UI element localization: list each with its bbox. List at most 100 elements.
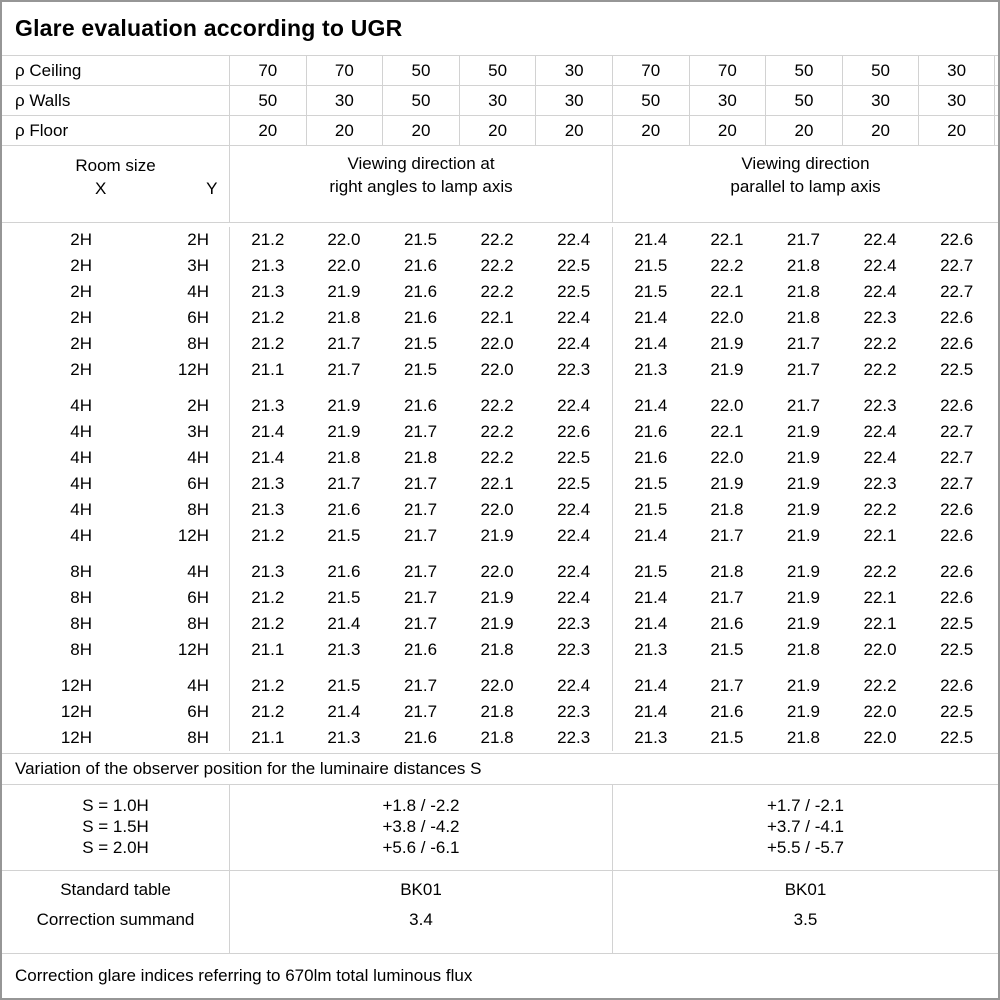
ugr-value-cell: 21.3 — [611, 357, 689, 383]
ugr-value-cell: 22.6 — [940, 230, 974, 249]
ugr-value-cell: 22.3 — [863, 396, 897, 415]
ugr-value-cell: 22.2 — [863, 360, 897, 379]
reflectance-value-cell: 20 — [535, 116, 612, 145]
correction-summand-value-group2: 3.5 — [793, 910, 818, 929]
ugr-value-cell: 22.6 — [557, 422, 591, 441]
ugr-value-cell: 21.6 — [403, 282, 438, 301]
spacer-cell — [611, 383, 689, 393]
reflectance-value-cell: 70 — [305, 56, 383, 85]
ugr-value-cell: 21.7 — [710, 588, 744, 607]
ugr-value-cell: 22.5 — [940, 702, 974, 721]
ugr-value-cell: 22.0 — [480, 500, 514, 519]
reflectance-value-cell: 50 — [382, 56, 459, 85]
ugr-value-cell: 22.2 — [863, 334, 897, 353]
ugr-value-cell: 21.4 — [327, 614, 361, 633]
table-row: 4H 12H 21.2 21.5 21.7 21.9 22.4 21.4 21.7 21.9 22.… — [2, 523, 998, 549]
spacer-cell — [765, 663, 842, 673]
reflectance-value-cell: 30 — [535, 56, 612, 85]
ugr-value-cell: 22.3 — [863, 308, 897, 327]
table-row: 12H 8H 21.1 21.3 21.6 21.8 22.3 21.3 21.5 21.8 22.… — [2, 725, 998, 751]
spacer-cell — [382, 663, 459, 673]
ugr-value-cell: 21.9 — [786, 500, 820, 519]
ugr-value-cell: 21.8 — [710, 562, 744, 581]
reflectance-value-cell: 50 — [765, 56, 842, 85]
ugr-value-cell: 22.5 — [940, 640, 974, 659]
ugr-value-cell: 22.2 — [480, 422, 514, 441]
reflectance-value-cell: 50 — [765, 86, 842, 115]
ugr-value-cell: 22.5 — [557, 474, 591, 493]
ugr-value-cell: 21.5 — [611, 497, 689, 523]
spacer-cell — [842, 663, 919, 673]
table-row: 8H 4H 21.3 21.6 21.7 22.0 22.4 21.5 21.8 21.9 22.2… — [2, 559, 998, 585]
correction-summand-label: Correction summand — [36, 910, 195, 929]
ugr-value-cell: 22.0 — [863, 640, 897, 659]
ugr-value-cell: 22.1 — [710, 282, 744, 301]
spacer-cell — [535, 549, 612, 559]
ugr-value-cell: 21.7 — [710, 526, 744, 545]
ugr-value-cell: 21.6 — [403, 308, 438, 327]
ugr-value-cell: 21.8 — [480, 702, 514, 721]
group1-header-line2: right angles to lamp axis — [329, 177, 513, 196]
spacer-cell — [535, 663, 612, 673]
ugr-value-cell: 22.1 — [710, 230, 744, 249]
room-x-cell: 4H — [70, 422, 92, 441]
ugr-value-cell: 21.6 — [403, 256, 438, 275]
reflectance-value-cell: 50 — [229, 86, 306, 115]
table-row: 4H 2H 21.3 21.9 21.6 22.2 22.4 21.4 22.0 21.7 22.3… — [2, 393, 998, 419]
spacer-cell — [2, 663, 92, 673]
s-variation-group1: +1.8 / -2.2 +3.8 / -4.2 +5.6 / -6.1 — [229, 785, 612, 870]
ugr-value-cell: 21.2 — [229, 523, 306, 549]
ugr-value-cell: 21.8 — [786, 308, 820, 327]
spacer-cell — [92, 549, 229, 559]
room-y-cell: 8H — [187, 728, 209, 747]
ugr-value-cell: 21.7 — [327, 360, 361, 379]
ugr-value-cell: 22.4 — [557, 230, 591, 249]
ugr-value-cell: 22.1 — [480, 308, 514, 327]
group-spacer-row — [2, 663, 998, 673]
ugr-value-cell: 22.5 — [940, 728, 974, 747]
reflectance-value-cell: 30 — [918, 86, 995, 115]
ugr-value-cell: 22.4 — [557, 500, 591, 519]
room-y-cell: 4H — [187, 562, 209, 581]
ugr-value-cell: 21.7 — [403, 588, 438, 607]
table-row: 2H 8H 21.2 21.7 21.5 22.0 22.4 21.4 21.9 21.7 22.2… — [2, 331, 998, 357]
observer-variation-section: S = 1.0H S = 1.5H S = 2.0H +1.8 / -2.2 +3.8… — [2, 785, 998, 871]
ugr-value-cell: 21.7 — [403, 702, 438, 721]
ugr-value-cell: 21.3 — [611, 637, 689, 663]
ugr-value-cell: 22.1 — [863, 526, 897, 545]
ugr-value-cell: 22.4 — [863, 448, 897, 467]
ugr-value-cell: 21.8 — [786, 640, 820, 659]
ugr-value-cell: 21.9 — [786, 526, 820, 545]
ugr-value-cell: 22.4 — [557, 334, 591, 353]
spacer-cell — [611, 549, 689, 559]
room-y-cell: 8H — [187, 614, 209, 633]
ugr-value-cell: 21.2 — [229, 699, 306, 725]
ugr-value-cell: 21.7 — [403, 422, 438, 441]
ugr-value-cell: 21.8 — [786, 728, 820, 747]
s-variation-group2: +1.7 / -2.1 +3.7 / -4.1 +5.5 / -5.7 — [612, 785, 998, 870]
table-row: 8H 12H 21.1 21.3 21.6 21.8 22.3 21.3 21.5 21.8 22.… — [2, 637, 998, 663]
table-row: 4H 4H 21.4 21.8 21.8 22.2 22.5 21.6 22.0 21.9 22.4… — [2, 445, 998, 471]
room-x-cell: 8H — [70, 640, 92, 659]
room-y-cell: 4H — [187, 448, 209, 467]
ugr-value-cell: 21.6 — [403, 640, 438, 659]
ugr-value-cell: 21.9 — [327, 396, 361, 415]
ugr-value-cell: 21.3 — [229, 393, 306, 419]
room-x-cell: 8H — [70, 588, 92, 607]
ugr-value-cell: 21.7 — [403, 614, 438, 633]
ugr-value-cell: 22.0 — [480, 676, 514, 695]
reflectance-row-2: ρ Floor 20 20 20 20 20 20 20 20 20 20 — [2, 116, 998, 146]
room-size-header: Room size X Y — [2, 146, 229, 222]
room-y-cell: 3H — [187, 422, 209, 441]
s-variation-value: +1.8 / -2.2 — [382, 796, 460, 815]
ugr-value-cell: 21.6 — [403, 728, 438, 747]
ugr-value-cell: 21.4 — [611, 331, 689, 357]
room-y-cell: 8H — [187, 334, 209, 353]
ugr-value-cell: 22.6 — [940, 308, 974, 327]
reflectance-value-cell: 20 — [229, 116, 306, 145]
ugr-value-cell: 22.1 — [480, 474, 514, 493]
spacer-cell — [765, 383, 842, 393]
ugr-value-cell: 22.2 — [863, 500, 897, 519]
ugr-value-cell: 22.3 — [557, 640, 591, 659]
